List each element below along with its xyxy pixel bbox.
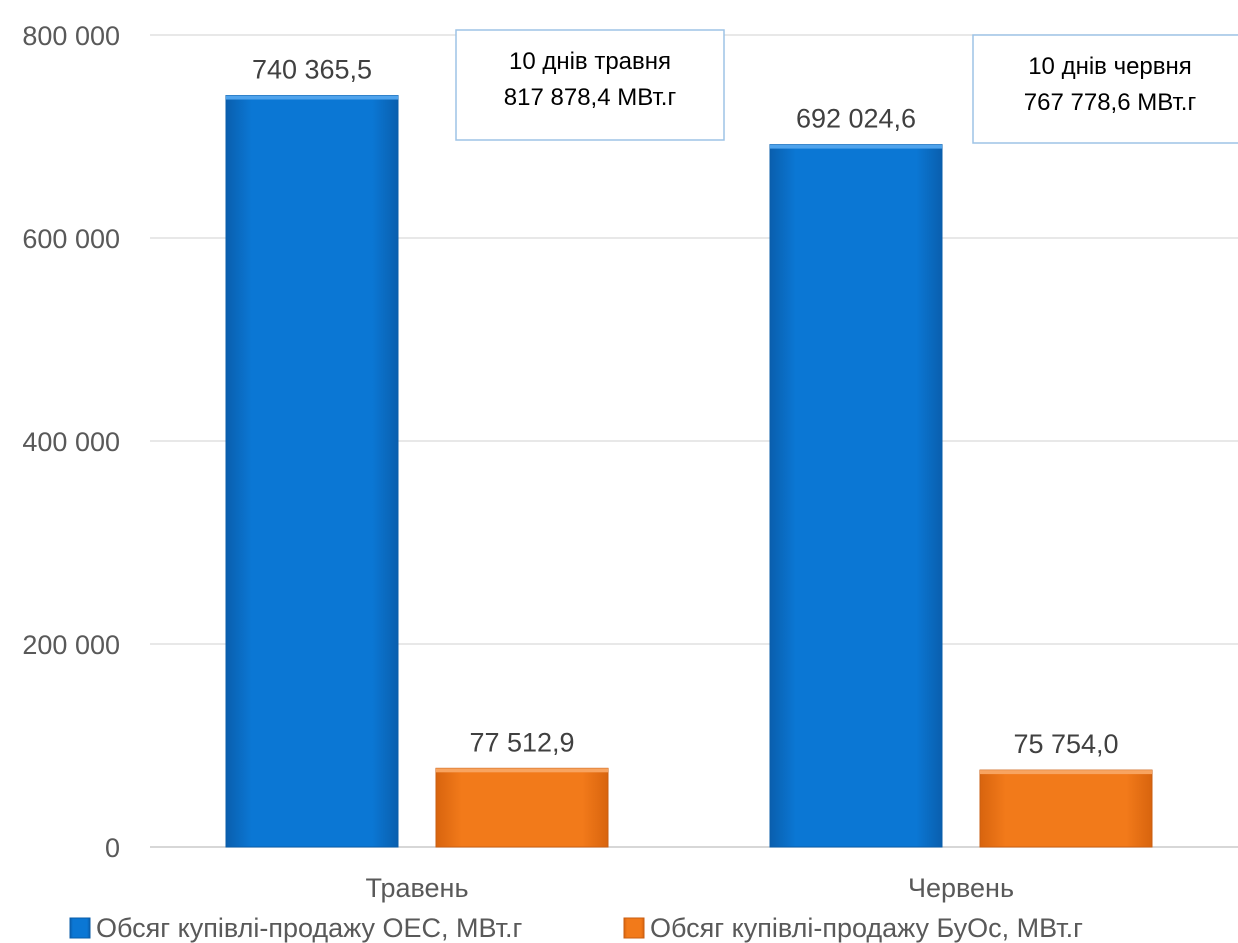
bar-buos-0 (435, 767, 609, 848)
y-tick-label: 0 (105, 833, 120, 863)
data-labels: 740 365,5 77 512,9 692 024,6 75 754,0 (252, 55, 1119, 760)
y-tick-label: 600 000 (22, 224, 120, 254)
bar-top-highlight (980, 770, 1152, 775)
bar-top-highlight (770, 144, 942, 149)
y-axis-ticks: 0 200 000 400 000 600 000 800 000 (22, 21, 120, 863)
callout-line-1: 10 днів червня (1028, 53, 1192, 80)
bar-top-highlight (436, 768, 608, 773)
x-axis-ticks: Травень Червень (365, 873, 1014, 903)
bar-top-highlight (226, 95, 398, 100)
legend-swatch (623, 917, 645, 939)
callout-line-2: 767 778,6 МВт.г (1024, 89, 1197, 116)
bar-buos-1 (979, 769, 1153, 848)
callout-box: 10 днів травня 817 878,4 МВт.г (455, 29, 725, 141)
callouts: 10 днів травня 817 878,4 МВт.г 10 днів чер… (455, 29, 1238, 144)
callout-frame (455, 29, 725, 141)
bars (225, 95, 1153, 848)
y-tick-label: 800 000 (22, 21, 120, 51)
legend-swatch (69, 917, 91, 939)
data-label: 692 024,6 (796, 104, 916, 134)
legend: Обсяг купівлі-продажу ОЕС, МВт.г Обсяг ку… (69, 913, 1083, 943)
data-label: 75 754,0 (1013, 729, 1118, 759)
y-tick-label: 200 000 (22, 630, 120, 660)
x-tick-label: Червень (908, 873, 1014, 903)
bar-oes-1 (769, 144, 943, 848)
callout-box: 10 днів червня 767 778,6 МВт.г (972, 34, 1238, 144)
callout-line-1: 10 днів травня (509, 48, 671, 75)
y-tick-label: 400 000 (22, 427, 120, 457)
legend-label: Обсяг купівлі-продажу ОЕС, МВт.г (96, 913, 523, 943)
bar-oes-0 (225, 95, 399, 848)
data-label: 77 512,9 (469, 727, 574, 757)
legend-label: Обсяг купівлі-продажу БуОс, МВт.г (650, 913, 1083, 943)
callout-frame (972, 34, 1238, 144)
x-tick-label: Травень (365, 873, 468, 903)
data-label: 740 365,5 (252, 55, 372, 85)
callout-line-2: 817 878,4 МВт.г (504, 84, 677, 111)
